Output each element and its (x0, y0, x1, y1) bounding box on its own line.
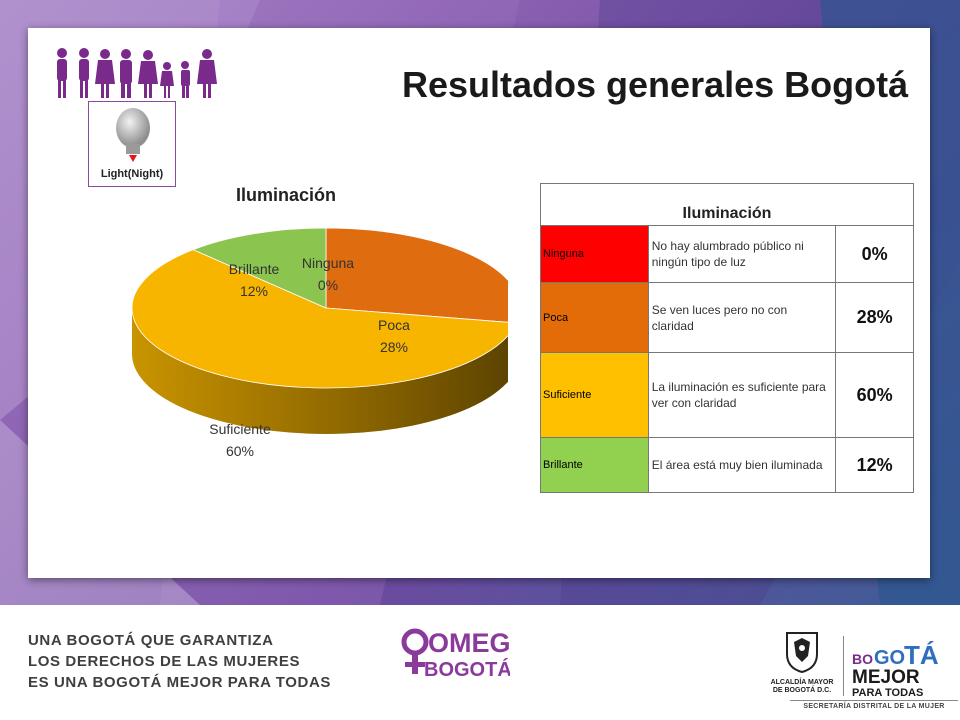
bogota-ta: TÁ (904, 640, 939, 670)
table-row: Suficiente La iluminación es suficiente … (540, 352, 914, 438)
secretaria-label: SECRETARÍA DISTRITAL DE LA MUJER (790, 700, 958, 710)
pie-label-ninguna: Ninguna (302, 255, 354, 271)
percent-cell: 0% (835, 225, 914, 283)
bogota-mejor-logo: BO GO TÁ MEJOR PARA TODAS (850, 638, 950, 702)
omeg-top-text: OMEG (428, 628, 510, 658)
pie-slice-suficiente (131, 249, 508, 389)
description-cell: No hay alumbrado público ni ningún tipo … (647, 225, 837, 283)
category-cell: Poca (540, 282, 649, 353)
slogan-line: UNA BOGOTÁ QUE GARANTIZA (28, 632, 274, 649)
omeg-bottom-text: BOGOTÁ (424, 658, 510, 681)
pie-label-brillante: Brillante (229, 261, 280, 277)
alcaldia-line2: DE BOGOTÁ D.C. (772, 687, 832, 694)
table-row: Poca Se ven luces pero no con claridad 2… (540, 282, 914, 353)
pie-label-suficiente: Suficiente (209, 421, 271, 437)
pie-value-poca: 28% (380, 339, 408, 355)
pie-chart: Ninguna 0% Poca 28% Suficiente 60% Brillante 12… (131, 227, 508, 459)
female-symbol-icon: OMEG BOGOTÁ (401, 628, 512, 681)
pie-value-suficiente: 60% (226, 443, 254, 459)
description-cell: Se ven luces pero no con claridad (647, 282, 837, 353)
pie-slice-poca (325, 227, 508, 323)
category-cell: Suficiente (540, 352, 649, 438)
lightbulb-label: Light(Night) (100, 168, 164, 180)
pie-side-suficiente (132, 308, 508, 434)
category-cell: Brillante (540, 437, 649, 493)
pie-value-ninguna: 0% (318, 277, 338, 293)
omeg-logo: OMEG BOGOTÁ (400, 625, 512, 685)
footer-divider (843, 636, 844, 696)
pie-slice-brillante (192, 227, 327, 309)
lightbulb-icon (116, 108, 150, 162)
bogota-para-todas: PARA TODAS (852, 687, 923, 699)
bogota-bo: BO (852, 651, 873, 667)
pie-value-brillante: 12% (240, 283, 268, 299)
percent-cell: 60% (835, 352, 914, 438)
description-cell: El área está muy bien iluminada (647, 437, 837, 493)
slide-panel: Light(Night) Resultados generales Bogotá… (28, 28, 930, 578)
alcaldia-logo: ALCALDÍA MAYOR DE BOGOTÁ D.C. (762, 630, 842, 700)
lightbulb-badge: Light(Night) (88, 101, 176, 187)
coat-of-arms-icon (786, 632, 818, 674)
percent-cell: 12% (835, 437, 914, 493)
alcaldia-line1: ALCALDÍA MAYOR (770, 679, 834, 686)
page-title: Resultados generales Bogotá (402, 64, 909, 105)
table-row: Brillante El área está muy bien iluminad… (540, 437, 914, 493)
slogan-line: ES UNA BOGOTÁ MEJOR PARA TODAS (28, 674, 332, 691)
percent-cell: 28% (835, 282, 914, 353)
chart-title: Iluminación (236, 185, 337, 205)
footer-slogan: UNA BOGOTÁ QUE GARANTIZA LOS DERECHOS DE… (28, 630, 331, 693)
table-header: Iluminación (540, 183, 914, 226)
table-row: Ninguna No hay alumbrado público ni ning… (540, 225, 914, 283)
results-table: Iluminación Ninguna No hay alumbrado púb… (540, 183, 914, 493)
description-cell: La iluminación es suficiente para ver co… (647, 352, 837, 438)
family-figures-icon (57, 48, 217, 98)
bogota-mejor: MEJOR (852, 667, 920, 688)
pie-label-poca: Poca (378, 317, 410, 333)
bogota-go: GO (874, 647, 905, 669)
slogan-line: LOS DERECHOS DE LAS MUJERES (28, 653, 301, 670)
category-cell: Ninguna (540, 225, 649, 283)
